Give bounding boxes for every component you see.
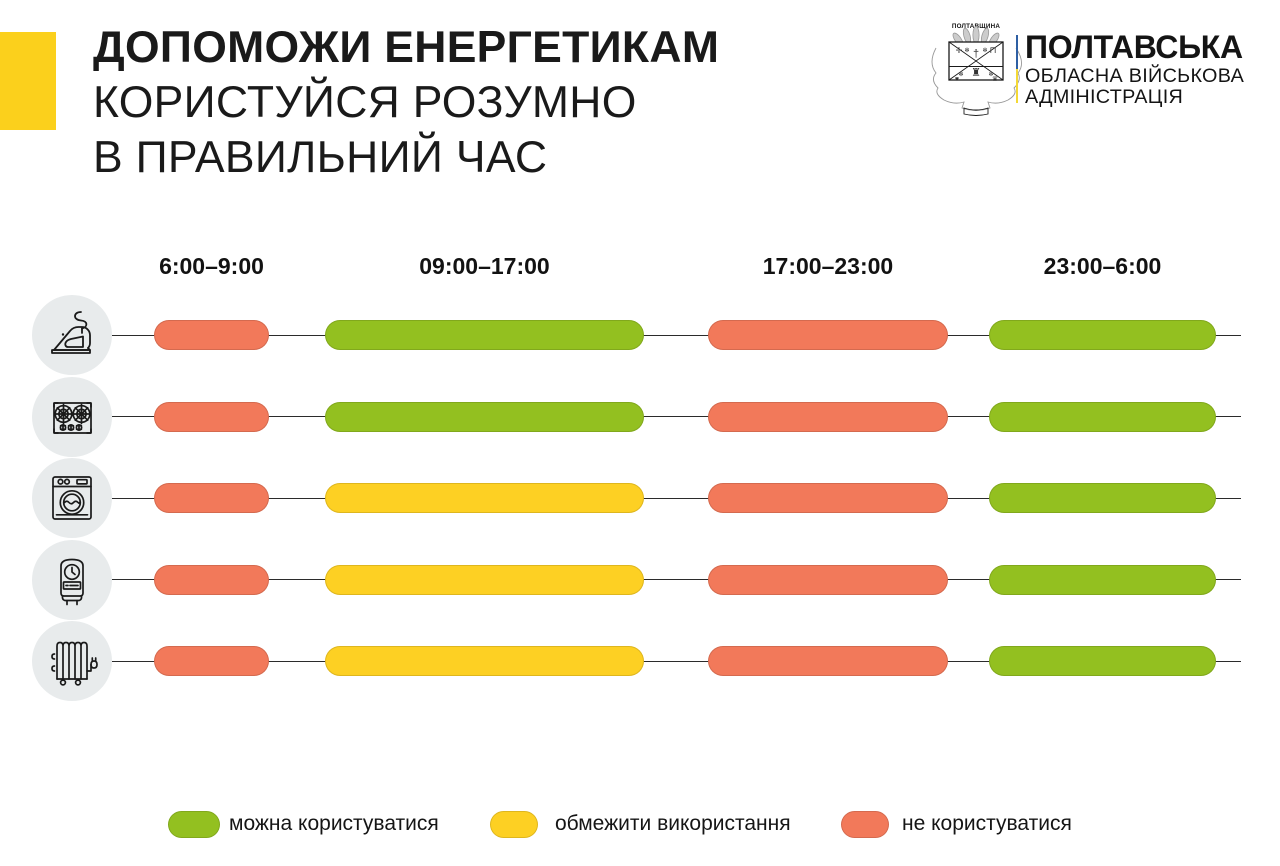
svg-text:⊓: ⊓ — [989, 45, 996, 55]
svg-text:✻: ✻ — [982, 47, 987, 54]
svg-text:✛: ✛ — [956, 46, 963, 55]
svg-text:♥: ♥ — [955, 76, 959, 83]
svg-text:♜: ♜ — [971, 67, 981, 79]
svg-text:✻: ✻ — [964, 47, 969, 54]
svg-text:†: † — [973, 48, 979, 60]
svg-text:✻: ✻ — [958, 71, 963, 78]
svg-text:♛: ♛ — [992, 75, 998, 83]
